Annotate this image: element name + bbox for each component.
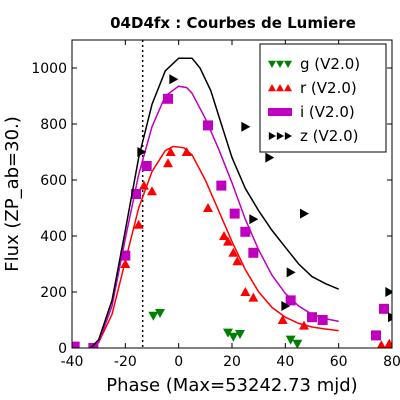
y-tick-label: 400 bbox=[40, 229, 67, 245]
data-point-i bbox=[131, 189, 141, 199]
x-tick-label: 80 bbox=[383, 354, 400, 370]
data-point-i bbox=[203, 120, 213, 131]
y-tick-label: 600 bbox=[40, 173, 67, 189]
x-tick-label: 20 bbox=[223, 354, 241, 370]
data-point-r bbox=[147, 186, 157, 196]
data-point-r bbox=[181, 147, 192, 156]
data-point-g bbox=[148, 311, 159, 321]
data-point-r bbox=[139, 180, 149, 190]
legend-marker-g bbox=[284, 60, 292, 68]
x-tick-label: 60 bbox=[330, 354, 348, 370]
data-point-i bbox=[163, 93, 173, 104]
legend-label-g: g (V2.0) bbox=[300, 55, 360, 73]
fit-curve-r bbox=[90, 145, 339, 348]
legend-label-i: i (V2.0) bbox=[300, 103, 355, 121]
data-point-g bbox=[155, 309, 165, 318]
data-point-z bbox=[286, 267, 296, 278]
data-point-i bbox=[120, 250, 131, 261]
data-point-r bbox=[232, 256, 243, 266]
data-point-r bbox=[203, 203, 213, 212]
data-point-r bbox=[240, 287, 251, 296]
data-point-i bbox=[307, 312, 317, 323]
data-point-r bbox=[228, 247, 239, 257]
data-point-g bbox=[292, 339, 303, 348]
data-point-z bbox=[300, 208, 309, 219]
data-point-r bbox=[223, 236, 233, 246]
data-point-i bbox=[371, 330, 381, 341]
data-point-z bbox=[169, 74, 179, 85]
data-point-r bbox=[277, 315, 288, 324]
data-point-i bbox=[141, 161, 152, 171]
data-point-g bbox=[228, 332, 239, 342]
x-tick-label: 0 bbox=[174, 354, 183, 370]
legend-marker-z bbox=[284, 132, 292, 140]
data-point-i bbox=[317, 315, 328, 325]
data-point-r bbox=[248, 292, 259, 302]
data-point-z bbox=[265, 152, 275, 163]
data-point-i bbox=[216, 180, 227, 191]
data-point-i bbox=[248, 247, 259, 258]
data-point-r bbox=[120, 259, 131, 268]
data-point-r bbox=[299, 320, 309, 330]
x-axis-label: Phase (Max=53242.73 mjd) bbox=[106, 375, 357, 396]
legend-marker-r bbox=[268, 84, 276, 92]
legend: g (V2.0) r (V2.0) i (V2.0) z (V2.0) bbox=[259, 43, 387, 153]
legend-marker-i bbox=[268, 108, 276, 116]
legend-marker-i bbox=[284, 108, 292, 116]
x-tick-label: 40 bbox=[276, 354, 294, 370]
data-point-i bbox=[72, 341, 80, 348]
data-point-r bbox=[133, 219, 144, 229]
legend-label-z: z (V2.0) bbox=[300, 127, 358, 145]
data-point-g bbox=[235, 330, 245, 339]
legend-marker-r bbox=[276, 84, 284, 92]
y-tick-label: 1000 bbox=[31, 61, 67, 77]
y-tick-label: 800 bbox=[40, 117, 67, 133]
data-point-r bbox=[377, 340, 386, 348]
data-point-z bbox=[241, 121, 251, 132]
data-point-z bbox=[388, 312, 392, 323]
legend-marker-z bbox=[276, 132, 284, 140]
data-point-i bbox=[379, 303, 389, 314]
x-tick-label: -20 bbox=[114, 354, 137, 370]
data-point-r bbox=[163, 158, 173, 168]
data-point-r bbox=[384, 338, 392, 348]
legend-marker-r bbox=[284, 84, 292, 92]
y-tick-label: 0 bbox=[58, 341, 67, 357]
data-point-g bbox=[223, 328, 233, 338]
y-tick-label: 200 bbox=[40, 285, 67, 301]
data-point-z bbox=[137, 147, 147, 157]
legend-marker-g bbox=[276, 60, 284, 68]
data-point-g bbox=[285, 335, 296, 345]
legend-marker-z bbox=[268, 132, 276, 140]
data-point-i bbox=[285, 295, 296, 306]
legend-label-r: r (V2.0) bbox=[300, 79, 357, 97]
data-point-i bbox=[229, 208, 240, 219]
data-point-i bbox=[240, 226, 251, 237]
chart-title: 04D4fx : Courbes de Lumiere bbox=[110, 14, 356, 32]
x-tick-label: -40 bbox=[61, 354, 84, 370]
y-axis-label: Flux (ZP_ab=30.) bbox=[2, 116, 23, 272]
data-point-z bbox=[281, 301, 291, 311]
legend-marker-i bbox=[276, 108, 284, 116]
data-point-r bbox=[219, 231, 229, 240]
data-point-z bbox=[249, 214, 259, 225]
fit-curve-z bbox=[90, 57, 339, 348]
data-point-r bbox=[165, 147, 176, 156]
legend-marker-g bbox=[268, 60, 276, 68]
